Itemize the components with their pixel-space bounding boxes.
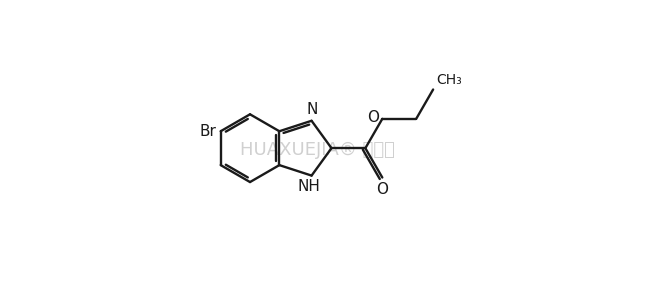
Text: NH: NH	[298, 179, 321, 194]
Text: O: O	[376, 182, 388, 197]
Text: HUAXUEJIA® 化学加: HUAXUEJIA® 化学加	[240, 141, 395, 159]
Text: O: O	[367, 110, 380, 125]
Text: CH₃: CH₃	[436, 73, 462, 87]
Text: Br: Br	[199, 124, 216, 139]
Text: N: N	[307, 102, 318, 117]
